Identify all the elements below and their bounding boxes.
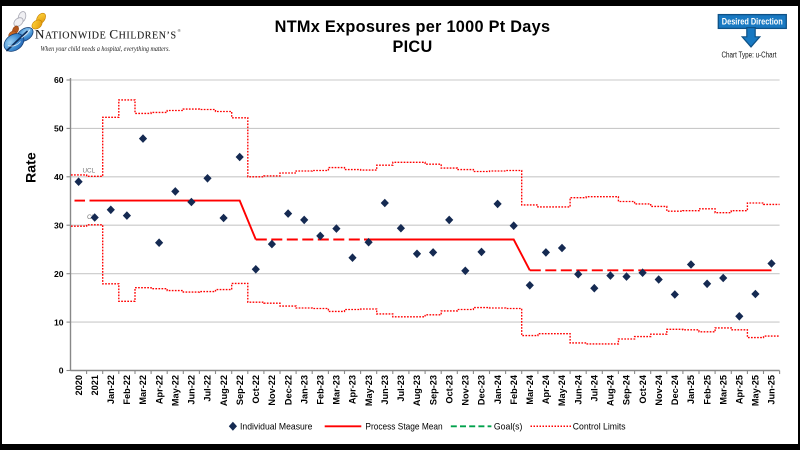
svg-text:UCL: UCL	[83, 168, 96, 175]
svg-text:Feb-24: Feb-24	[509, 374, 519, 405]
svg-text:Sep-23: Sep-23	[428, 375, 438, 405]
svg-text:Control Limits: Control Limits	[573, 422, 626, 432]
svg-text:Mar-22: Mar-22	[138, 375, 148, 405]
svg-text:Goal(s): Goal(s)	[494, 422, 523, 432]
svg-text:Mar-25: Mar-25	[718, 375, 728, 405]
svg-text:10: 10	[54, 317, 64, 327]
svg-text:2020: 2020	[74, 375, 84, 395]
svg-text:Feb-22: Feb-22	[122, 375, 132, 405]
svg-text:Oct-24: Oct-24	[638, 374, 648, 403]
svg-text:Jul-23: Jul-23	[396, 375, 406, 402]
svg-text:30: 30	[54, 220, 64, 230]
svg-text:Jul-24: Jul-24	[590, 374, 600, 401]
svg-text:Aug-24: Aug-24	[606, 374, 616, 406]
svg-text:May-25: May-25	[751, 375, 761, 406]
svg-text:Nov-22: Nov-22	[267, 375, 277, 406]
svg-text:Apr-24: Apr-24	[541, 374, 551, 404]
svg-text:Dec-23: Dec-23	[477, 375, 487, 405]
svg-text:May-23: May-23	[364, 375, 374, 406]
svg-text:Jun-24: Jun-24	[573, 374, 583, 405]
svg-text:Feb-23: Feb-23	[316, 375, 326, 405]
svg-text:Process Stage Mean: Process Stage Mean	[365, 422, 442, 432]
svg-text:Jul-22: Jul-22	[203, 375, 213, 402]
svg-text:Nov-23: Nov-23	[461, 375, 471, 406]
svg-text:Sep-22: Sep-22	[235, 375, 245, 405]
svg-text:Aug-22: Aug-22	[219, 375, 229, 406]
svg-text:May-24: May-24	[557, 374, 567, 406]
svg-text:40: 40	[54, 172, 64, 182]
svg-text:May-22: May-22	[171, 375, 181, 406]
svg-text:Jan-23: Jan-23	[299, 375, 309, 404]
svg-text:Dec-24: Dec-24	[670, 374, 680, 405]
svg-text:Chart Type: u-Chart: Chart Type: u-Chart	[721, 50, 777, 59]
svg-text:Jun-23: Jun-23	[380, 375, 390, 405]
svg-text:Individual Measure: Individual Measure	[240, 422, 313, 432]
svg-text:Jun-25: Jun-25	[767, 375, 777, 405]
svg-text:Desired Direction: Desired Direction	[721, 16, 782, 27]
svg-text:Apr-23: Apr-23	[348, 375, 358, 404]
svg-text:Jan-22: Jan-22	[106, 375, 116, 404]
svg-text:60: 60	[54, 75, 64, 85]
svg-text:When your child needs a hospit: When your child needs a hospital, everyt…	[40, 44, 170, 53]
svg-text:Sep-24: Sep-24	[622, 374, 632, 405]
svg-text:0: 0	[59, 366, 64, 376]
svg-text:Dec-22: Dec-22	[283, 375, 293, 405]
svg-text:Jan-24: Jan-24	[493, 374, 503, 404]
svg-text:Rate: Rate	[23, 152, 39, 183]
svg-text:Jan-25: Jan-25	[686, 375, 696, 404]
svg-text:Oct-23: Oct-23	[444, 375, 454, 404]
svg-text:Mar-24: Mar-24	[525, 374, 535, 405]
svg-text:Oct-22: Oct-22	[251, 375, 261, 404]
svg-text:®: ®	[177, 28, 181, 33]
svg-text:NATIONWIDE CHILDREN’S: NATIONWIDE CHILDREN’S	[35, 26, 176, 41]
svg-text:50: 50	[54, 124, 64, 134]
svg-text:Aug-23: Aug-23	[412, 375, 422, 406]
svg-text:2021: 2021	[90, 375, 100, 395]
svg-text:Apr-25: Apr-25	[735, 375, 745, 404]
svg-text:20: 20	[54, 269, 64, 279]
svg-text:Mar-23: Mar-23	[332, 375, 342, 405]
svg-text:Apr-22: Apr-22	[154, 375, 164, 404]
svg-text:Nov-24: Nov-24	[654, 374, 664, 406]
svg-text:Feb-25: Feb-25	[702, 375, 712, 405]
svg-text:Jun-22: Jun-22	[187, 375, 197, 405]
